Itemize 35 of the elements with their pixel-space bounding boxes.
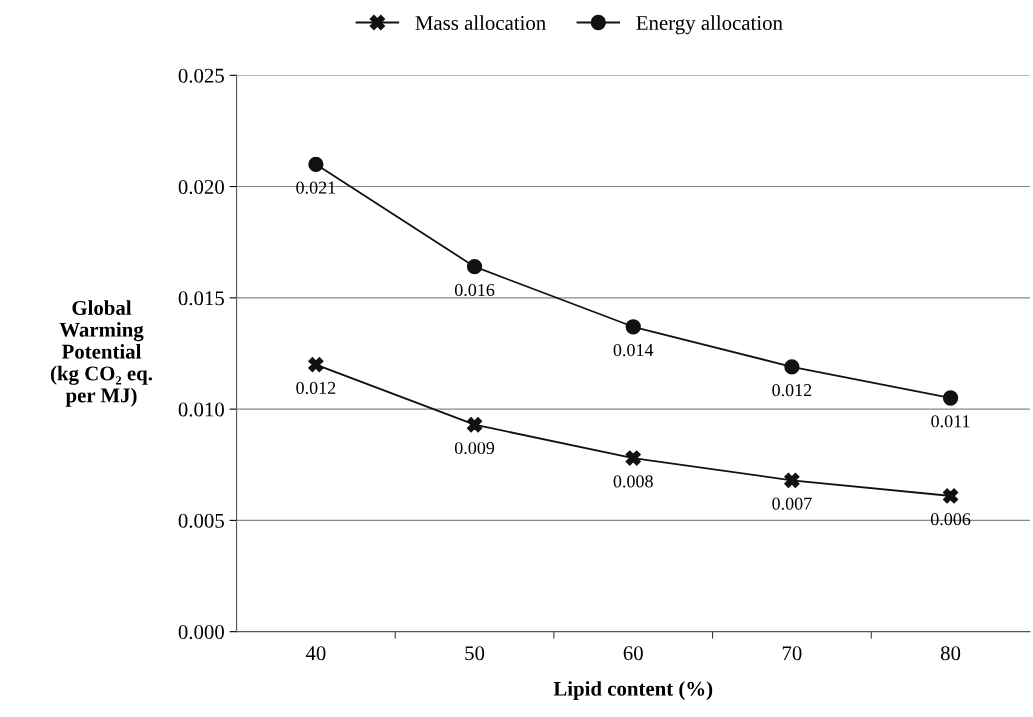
data-label: 0.011 [931, 415, 970, 428]
x-tick-label: 80 [940, 646, 961, 661]
point [942, 488, 959, 504]
data-label: 0.008 [613, 475, 653, 488]
x-axis-title: Lipid content (%) [553, 681, 713, 701]
data-label: 0.012 [296, 381, 336, 395]
point [466, 259, 483, 275]
x-tick-label: 60 [623, 646, 643, 661]
point [784, 359, 800, 375]
x-tick-label: 70 [782, 646, 802, 661]
data-label: 0.021 [296, 181, 336, 194]
point [625, 450, 641, 466]
legend-label: Energy allocation [636, 15, 783, 35]
y-tick-label: 0.025 [178, 68, 224, 83]
point [308, 156, 324, 172]
y-tick-label: 0.010 [178, 402, 224, 417]
point [466, 417, 483, 433]
data-label: 0.014 [613, 343, 654, 357]
y-tick-label: 0.005 [178, 513, 224, 528]
point [784, 472, 800, 488]
y-tick-label: 0.015 [178, 291, 224, 306]
y-tick-label: 0.020 [178, 179, 224, 195]
point [308, 356, 324, 373]
data-label: 0.016 [454, 283, 495, 297]
y-axis-title: Global Warming Potential (kg CO₂ eq. per MJ) [50, 300, 153, 407]
legend-label: Mass allocation [415, 15, 546, 30]
y-tick-label: 0.000 [178, 625, 224, 640]
x-tick-label: 40 [305, 646, 326, 661]
data-label: 0.009 [454, 441, 495, 455]
point [942, 390, 959, 406]
data-label: 0.012 [772, 384, 812, 397]
x-tick-label: 50 [465, 646, 485, 661]
data-label: 0.006 [930, 513, 971, 526]
data-label: 0.007 [772, 497, 812, 510]
point [625, 319, 641, 335]
